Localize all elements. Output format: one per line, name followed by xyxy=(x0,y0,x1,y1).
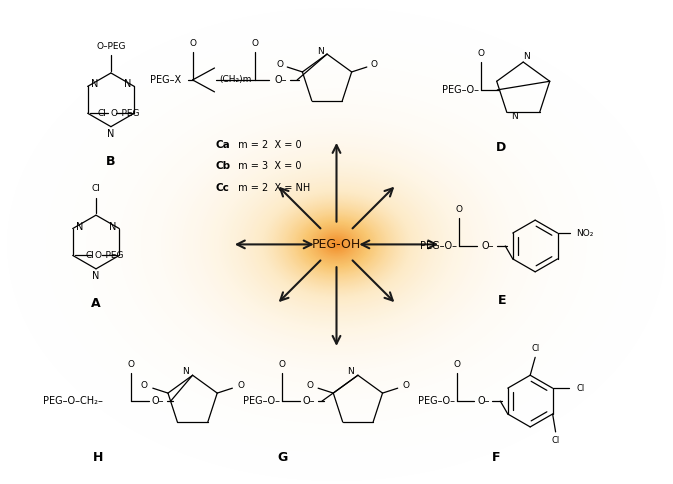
Text: O–: O– xyxy=(481,241,493,251)
Text: Cc: Cc xyxy=(215,183,229,193)
Text: m = 2  X = NH: m = 2 X = NH xyxy=(236,183,311,193)
Text: NO₂: NO₂ xyxy=(576,228,593,238)
Text: O–: O– xyxy=(477,396,490,406)
Text: PEG–O–: PEG–O– xyxy=(442,85,479,95)
Text: PEG-OH: PEG-OH xyxy=(312,238,361,251)
Text: O: O xyxy=(276,60,283,69)
Text: G: G xyxy=(277,451,287,464)
Text: PEG–O–: PEG–O– xyxy=(243,396,280,406)
Text: O: O xyxy=(453,360,460,369)
Text: O–: O– xyxy=(151,396,164,406)
Text: O: O xyxy=(238,381,244,390)
Text: m = 2  X = 0: m = 2 X = 0 xyxy=(236,139,302,150)
Text: O: O xyxy=(402,381,410,390)
Text: O: O xyxy=(478,48,485,58)
Text: Cl: Cl xyxy=(576,384,585,393)
Text: N: N xyxy=(108,222,116,231)
Text: N: N xyxy=(124,79,131,90)
Text: O–: O– xyxy=(303,396,316,406)
Text: N: N xyxy=(91,79,98,90)
Text: N: N xyxy=(76,222,83,231)
Text: PEG–O–: PEG–O– xyxy=(417,396,454,406)
Text: N: N xyxy=(107,129,114,138)
Text: E: E xyxy=(498,294,507,307)
Text: N: N xyxy=(523,52,530,60)
Text: A: A xyxy=(91,297,101,310)
Text: H: H xyxy=(93,451,103,464)
Text: PEG–O–: PEG–O– xyxy=(421,241,458,251)
Text: O–PEG: O–PEG xyxy=(95,251,125,260)
Text: O: O xyxy=(456,205,463,214)
Text: N: N xyxy=(347,367,354,376)
Text: Cb: Cb xyxy=(215,162,231,171)
Text: N: N xyxy=(182,367,189,376)
Text: m = 3  X = 0: m = 3 X = 0 xyxy=(236,162,302,171)
Text: N: N xyxy=(511,112,518,121)
Text: O–: O– xyxy=(275,75,287,85)
Text: O: O xyxy=(252,39,259,47)
Text: N: N xyxy=(317,46,324,56)
Text: PEG–O–CH₂–: PEG–O–CH₂– xyxy=(43,396,103,406)
Text: F: F xyxy=(492,451,501,464)
Text: O–PEG: O–PEG xyxy=(111,109,140,118)
Text: O: O xyxy=(189,39,196,47)
Text: Cl: Cl xyxy=(98,109,107,118)
Text: O: O xyxy=(127,360,135,369)
Text: O: O xyxy=(371,60,378,69)
Text: PEG–X: PEG–X xyxy=(149,75,180,85)
Text: B: B xyxy=(106,155,116,168)
Text: O: O xyxy=(279,360,286,369)
Text: Cl: Cl xyxy=(531,344,539,353)
Text: (CH₂)m: (CH₂)m xyxy=(219,76,252,84)
Text: O–PEG: O–PEG xyxy=(96,42,126,51)
Text: Cl: Cl xyxy=(86,251,95,260)
Text: D: D xyxy=(496,141,507,154)
Text: N: N xyxy=(92,271,100,281)
Text: O: O xyxy=(141,381,148,390)
Text: Cl: Cl xyxy=(92,184,100,193)
Text: Ca: Ca xyxy=(215,139,230,150)
Text: O: O xyxy=(306,381,313,390)
Text: Cl: Cl xyxy=(551,437,560,445)
